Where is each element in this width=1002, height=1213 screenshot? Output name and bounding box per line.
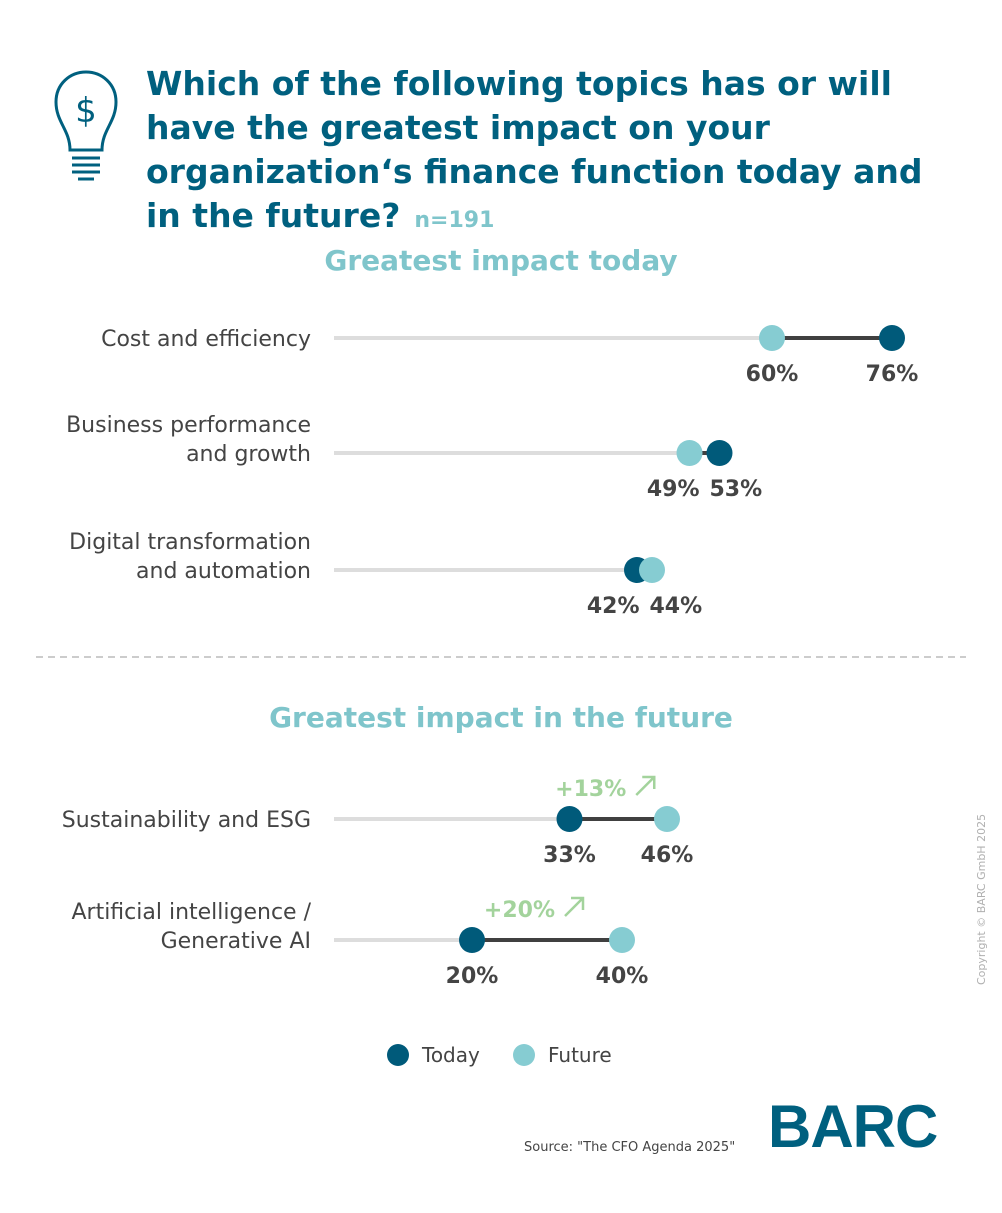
sample-size: n=191: [414, 208, 495, 233]
today-value-label: 33%: [543, 843, 596, 868]
panel-title: Greatest impact in the future: [269, 701, 733, 734]
future-dot: [639, 557, 665, 583]
future-dot: [759, 325, 785, 351]
copyright: Copyright © BARC GmbH 2025: [975, 813, 988, 985]
future-value-label: 46%: [641, 843, 694, 868]
legend-label: Future: [548, 1043, 612, 1067]
legend-label: Today: [421, 1043, 480, 1067]
future-value-label: 44%: [650, 594, 703, 619]
svg-text:$: $: [75, 91, 97, 131]
today-dot: [879, 325, 905, 351]
today-dot: [556, 806, 583, 832]
row-label: and growth: [186, 442, 311, 467]
today-value-label: 20%: [446, 964, 499, 989]
row-label: Artificial intelligence /: [71, 900, 311, 925]
chart-title: Which of the following topics has or wil…: [146, 64, 923, 235]
row-label: and automation: [136, 559, 311, 584]
delta-label: +20%: [484, 898, 555, 923]
row-label: Business performance: [66, 413, 311, 438]
today-dot: [459, 927, 485, 953]
delta-label: +13%: [555, 777, 626, 802]
row-label: Cost and efficiency: [101, 327, 311, 352]
row-label: Sustainability and ESG: [62, 808, 311, 833]
legend-swatch: [513, 1044, 535, 1066]
source-note: Source: "The CFO Agenda 2025": [524, 1140, 736, 1155]
row-label: Digital transformation: [69, 530, 311, 555]
barc-logo: BARC: [768, 1093, 938, 1160]
arrow-up-right-icon: [564, 896, 585, 917]
future-value-label: 49%: [647, 477, 700, 502]
today-value-label: 53%: [710, 477, 763, 502]
future-value-label: 60%: [746, 362, 799, 387]
row-label: Generative AI: [161, 929, 311, 954]
future-value-label: 40%: [596, 964, 649, 989]
today-dot: [706, 440, 733, 466]
today-value-label: 42%: [587, 594, 640, 619]
panel-title: Greatest impact today: [324, 244, 677, 277]
future-dot: [654, 806, 680, 832]
arrow-up-right-icon: [635, 775, 656, 796]
today-value-label: 76%: [866, 362, 919, 387]
future-dot: [676, 440, 703, 466]
future-dot: [609, 927, 635, 953]
legend-swatch: [387, 1044, 409, 1066]
